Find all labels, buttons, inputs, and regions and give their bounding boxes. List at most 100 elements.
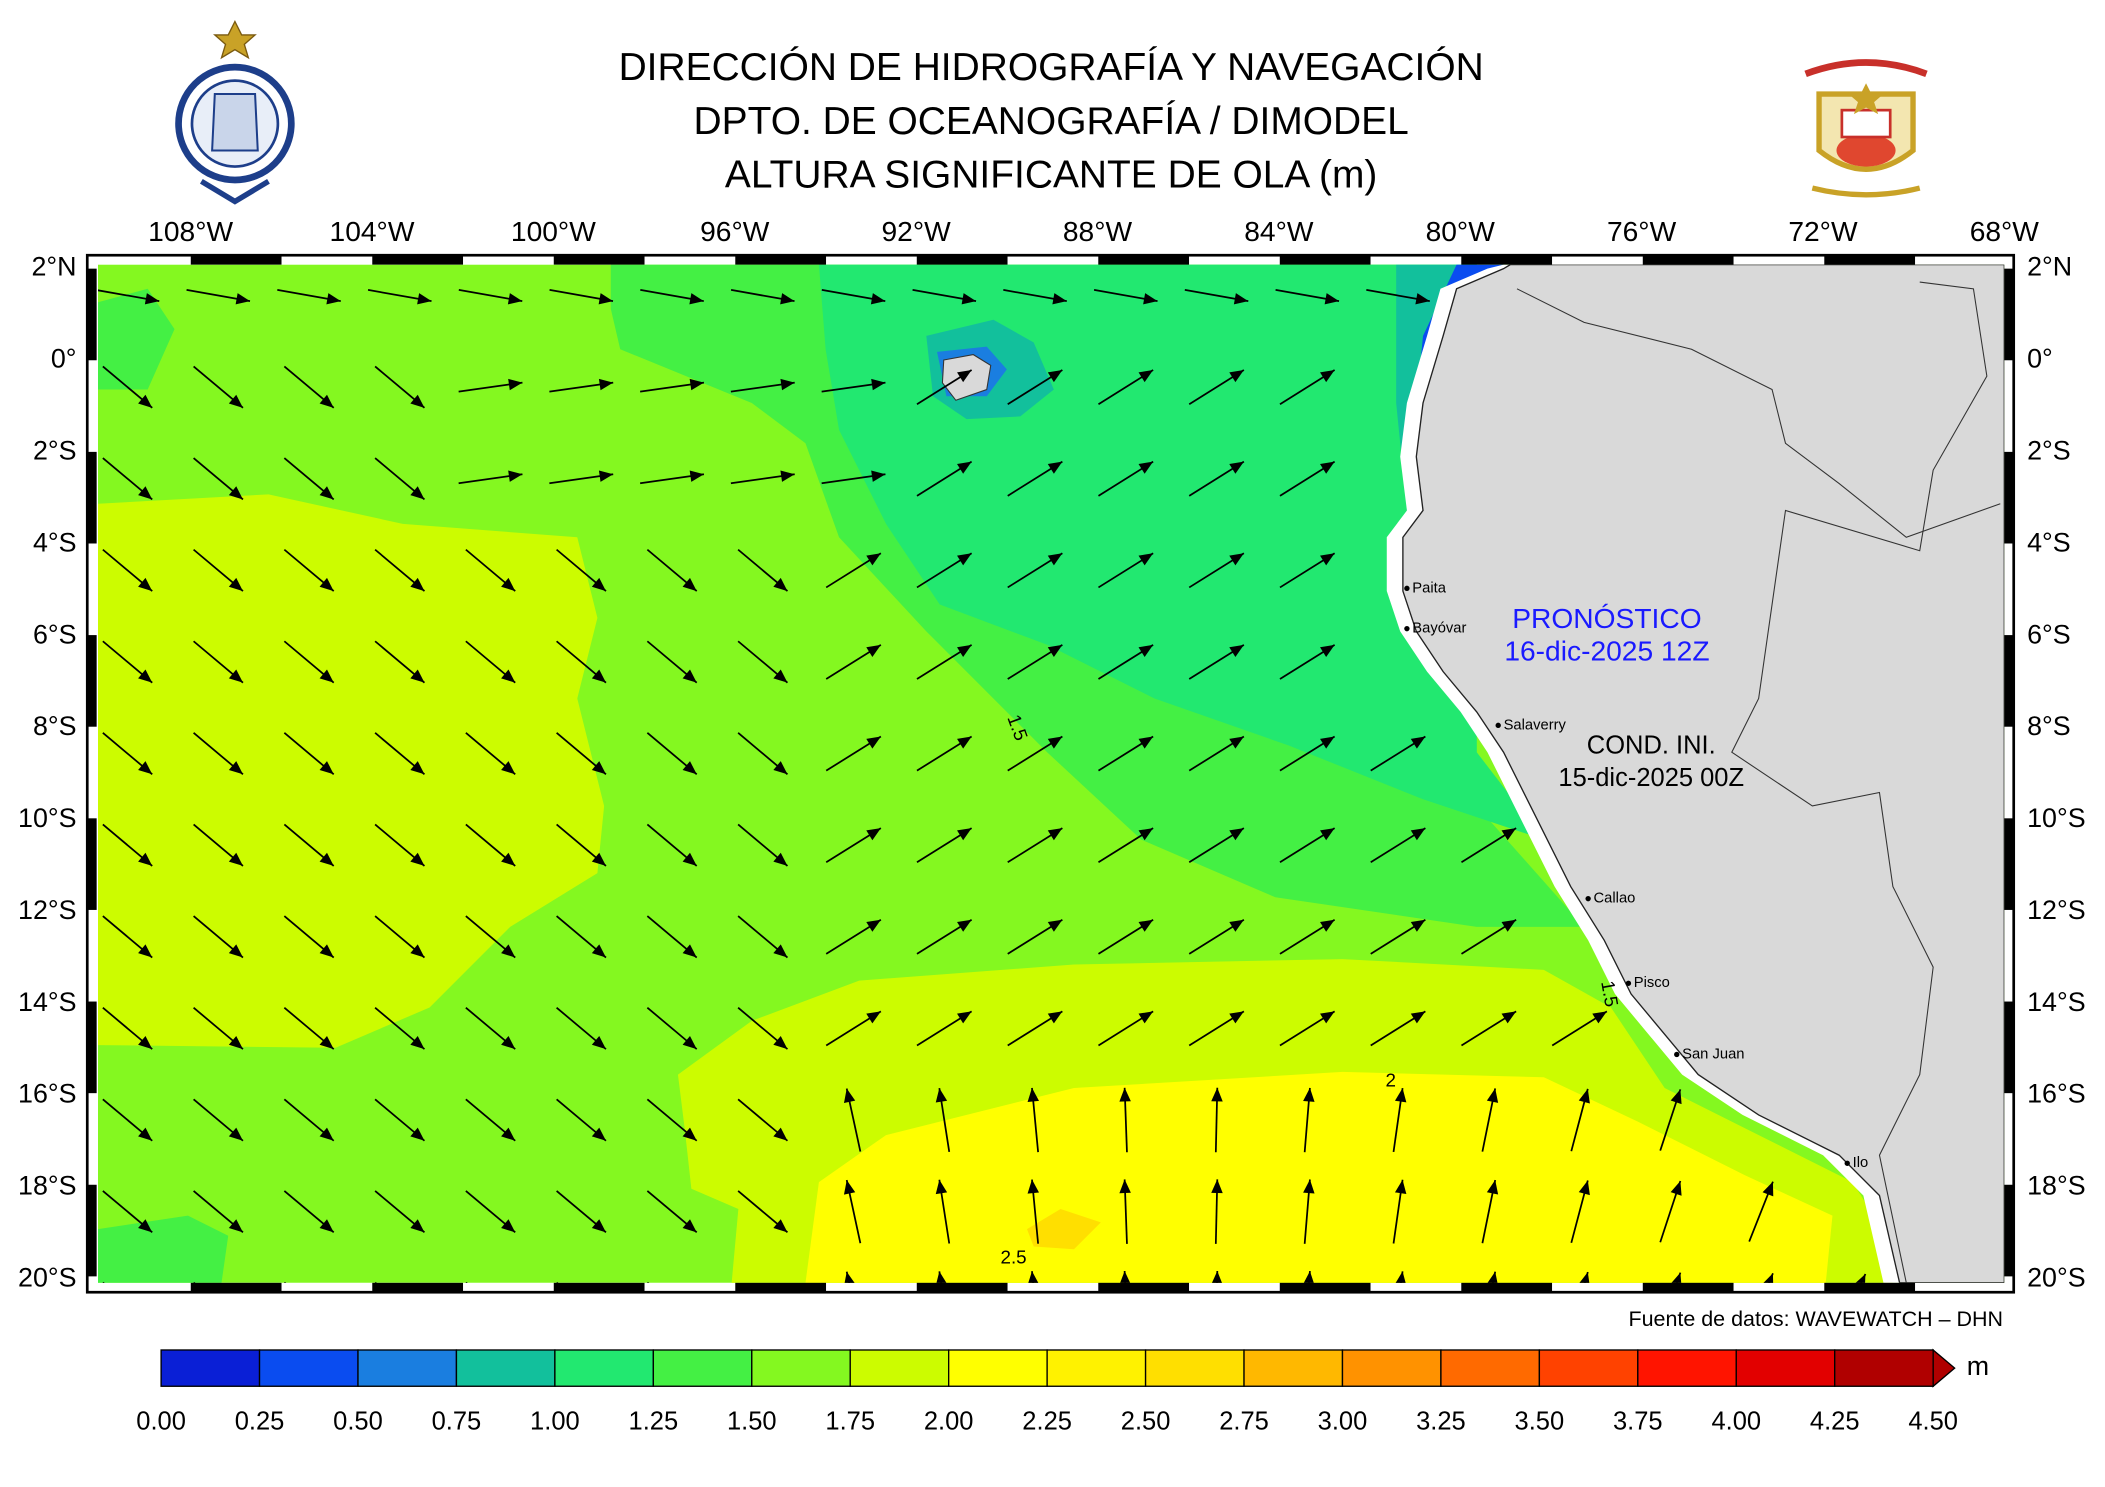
lat-label: 18°S [2027, 1171, 2085, 1201]
arrow-head [773, 1035, 788, 1050]
arrow-head [592, 1311, 606, 1324]
frame-ticks [87, 255, 2014, 1293]
frame-tick [1642, 1282, 1734, 1293]
frame-tick [553, 255, 645, 265]
arrow-head [598, 470, 614, 482]
arrow-head [501, 944, 516, 958]
arrow-head [773, 577, 788, 592]
arrow-head [319, 1127, 334, 1141]
arrow-head [228, 486, 243, 500]
arrow-head [319, 1219, 334, 1233]
lat-label: 12°S [2027, 895, 2085, 925]
frame-tick [916, 1282, 1008, 1293]
lat-label: 2°S [33, 436, 77, 466]
arrow-head [1233, 293, 1249, 305]
arrow-head [1229, 919, 1244, 932]
port-label: Ilo [1853, 1155, 1869, 1171]
arrow-head [1229, 553, 1244, 566]
colorbar-label: 0.75 [432, 1407, 482, 1435]
arrow-head [773, 1219, 788, 1233]
arrow-head [1320, 828, 1335, 841]
zone-2-5 [1026, 1208, 1101, 1250]
navy-logo [1804, 59, 1928, 198]
arrow-head [508, 470, 523, 482]
arrow-head [1138, 461, 1154, 474]
frame-tick [553, 1282, 645, 1293]
arrow-head [1762, 1181, 1774, 1197]
lat-label: 8°S [2027, 711, 2071, 741]
arrow-head [410, 486, 425, 500]
colorbar-label: 1.50 [727, 1407, 777, 1435]
arrow-head [1320, 370, 1335, 383]
frame-tick [1279, 1282, 1371, 1293]
arrow-head [1143, 293, 1158, 305]
lat-label: 20°S [2027, 1262, 2085, 1292]
lat-label: 2°S [2027, 436, 2071, 466]
colorbar-swatch [849, 1349, 950, 1387]
arrow-head [1487, 1271, 1498, 1283]
frame-tick [2004, 1184, 2014, 1277]
arrow-head [1303, 1087, 1315, 1102]
frame-tick [87, 635, 97, 727]
colorbar-label: 1.75 [825, 1407, 875, 1435]
arrow-head [501, 1219, 516, 1233]
colorbar-label: 3.75 [1613, 1407, 1663, 1435]
arrow-head [866, 828, 881, 841]
arrow-head [591, 761, 606, 775]
arrow-head [682, 577, 697, 592]
colorbar-swatch [1144, 1349, 1245, 1387]
colorbar-swatch [1341, 1349, 1442, 1387]
frame-tick [1279, 255, 1371, 265]
arrow-head [319, 669, 334, 683]
lon-label: 96°W [700, 215, 770, 247]
arrow-head [138, 394, 153, 408]
arrow-head [1138, 1011, 1154, 1024]
arrow-head [682, 944, 697, 958]
lat-label: 16°S [18, 1079, 76, 1109]
arrow-head [598, 293, 614, 305]
lon-label: 72°W [1788, 215, 1858, 247]
lat-label: 6°S [2027, 619, 2071, 649]
arrow-head [410, 1219, 425, 1233]
arrow-head [866, 1011, 881, 1024]
arrow-head [501, 577, 516, 592]
lat-label: 2°N [2027, 252, 2072, 282]
map-area [98, 264, 2005, 1324]
arrow-head [1394, 1088, 1407, 1103]
arrow-head [1120, 1271, 1131, 1283]
arrow-head [591, 1035, 606, 1050]
frame-tick [1461, 1282, 1553, 1293]
lon-label: 76°W [1607, 215, 1677, 247]
arrow-head [410, 669, 425, 683]
colorbar-swatch [1440, 1349, 1541, 1387]
arrow-head [1229, 1011, 1244, 1024]
arrow-head [1047, 919, 1063, 932]
arrow-head [410, 394, 425, 408]
frame-tick [2004, 635, 2014, 727]
frame-tick [916, 255, 1008, 265]
lat-label: 4°S [33, 527, 77, 557]
arrow-head [591, 669, 606, 683]
arrow-head [501, 669, 516, 683]
lat-label: 0° [2027, 344, 2053, 374]
arrow-head [235, 293, 251, 305]
zone-1-5-sw [98, 1215, 229, 1283]
arrow-head [1229, 736, 1244, 749]
arrow-head [1415, 293, 1430, 305]
arrow-head [1052, 293, 1067, 305]
arrow-head [326, 293, 341, 305]
arrow-head [689, 470, 704, 482]
lat-label: 20°S [18, 1262, 76, 1292]
arrow-head [1229, 828, 1244, 841]
arrow-head [591, 1127, 606, 1141]
colorbar-label: 2.00 [924, 1407, 974, 1435]
arrow-head [501, 1035, 516, 1050]
arrow-head [866, 736, 881, 749]
arrow-head [138, 761, 153, 775]
colorbar-label: 1.25 [629, 1407, 679, 1435]
lat-label: 0° [51, 344, 77, 374]
lat-label: 18°S [18, 1171, 76, 1201]
arrow-head [683, 1311, 697, 1324]
arrow-head [773, 669, 788, 683]
arrow-head [1410, 736, 1426, 749]
